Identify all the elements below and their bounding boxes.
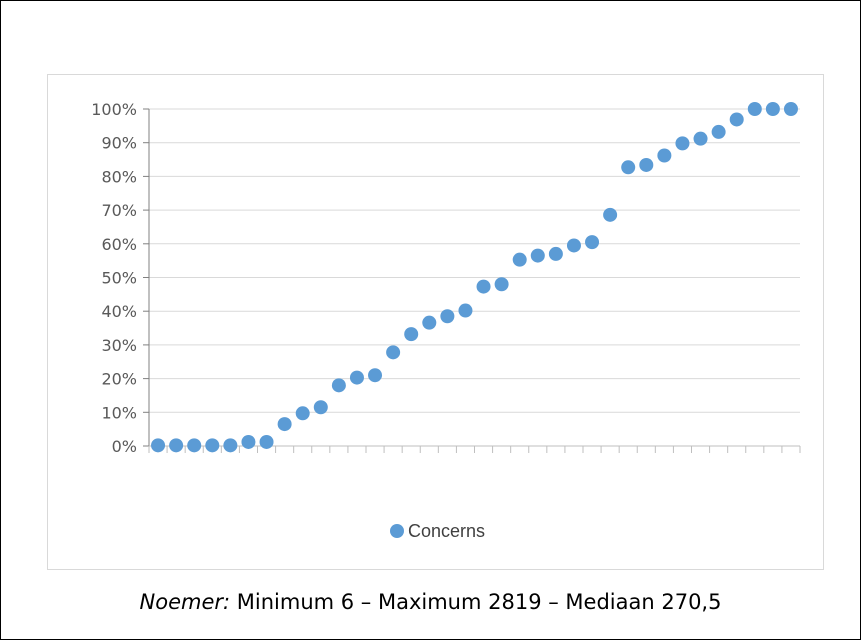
data-point [458, 303, 473, 318]
y-tick-label: 30% [101, 336, 137, 355]
data-point [422, 315, 437, 330]
legend-label-concerns: Concerns [408, 521, 485, 541]
data-point [765, 102, 780, 116]
data-point [747, 102, 762, 116]
caption-lead: Noemer: [139, 590, 231, 614]
figure-caption: Noemer: Minimum 6 – Maximum 2819 – Media… [0, 590, 861, 614]
y-tick-label: 20% [101, 370, 137, 389]
y-tick-label: 60% [101, 235, 137, 254]
data-point [711, 124, 726, 139]
data-point [783, 102, 798, 116]
data-point [187, 438, 202, 453]
data-points [151, 102, 798, 453]
data-point [621, 160, 636, 175]
gridlines [149, 108, 800, 413]
data-point [386, 345, 401, 360]
y-tick-label: 10% [101, 403, 137, 422]
legend: Concerns [390, 521, 485, 541]
data-point [657, 148, 672, 163]
data-point [331, 378, 346, 393]
data-point [566, 238, 581, 253]
y-tick-label: 80% [101, 167, 137, 186]
data-point [404, 327, 419, 342]
data-point [585, 235, 600, 250]
data-point [151, 438, 166, 453]
caption-text: Minimum 6 – Maximum 2819 – Mediaan 270,5 [230, 590, 722, 614]
data-point [241, 434, 256, 449]
data-point [313, 400, 328, 415]
data-point [494, 277, 509, 292]
data-point [548, 246, 563, 261]
y-tick-label: 0% [112, 437, 137, 456]
data-point [440, 309, 455, 324]
axes [143, 108, 801, 453]
data-point [368, 368, 383, 383]
data-point [295, 406, 310, 421]
data-point [603, 207, 618, 222]
data-point [223, 438, 238, 453]
data-point [349, 370, 364, 385]
y-tick-label: 40% [101, 302, 137, 321]
data-point [729, 112, 744, 127]
data-point [639, 157, 654, 172]
data-point [476, 279, 491, 294]
y-tick-label: 70% [101, 201, 137, 220]
y-tick-label: 90% [101, 134, 137, 153]
legend-marker [390, 524, 404, 538]
y-tick-label: 100% [91, 100, 137, 119]
data-point [675, 136, 690, 151]
data-point [259, 434, 274, 449]
data-point [169, 438, 184, 453]
y-tick-labels: 0% 10% 20% 30% 40% 50% 60% 70% 80% 90% 100% [91, 100, 137, 456]
data-point [693, 131, 708, 146]
data-point [277, 417, 292, 432]
data-point [205, 438, 220, 453]
y-tick-label: 50% [101, 269, 137, 288]
data-point [512, 252, 527, 267]
data-point [530, 248, 545, 263]
